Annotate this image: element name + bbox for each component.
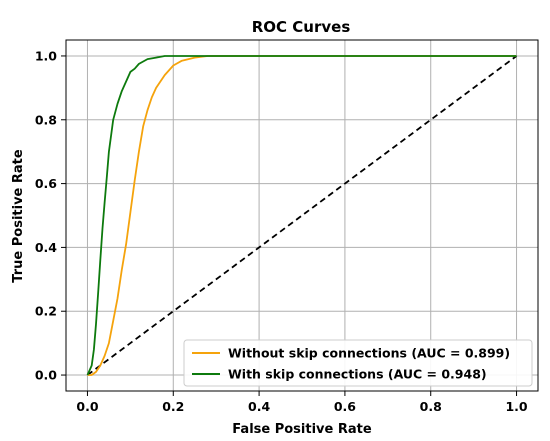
series-line-with-skip	[86, 55, 517, 376]
legend-entry: With skip connections (AUC = 0.948)	[228, 367, 487, 382]
ticks: 0.0 0.2 0.4 0.6 0.8 1.0 0.0 0.2 0.4 0.6 0.8 1.0	[35, 48, 528, 414]
x-tick-label: 0.2	[162, 399, 184, 414]
x-tick-label: 0.6	[334, 399, 356, 414]
random-baseline-line	[86, 55, 518, 376]
y-tick-label: 0.8	[35, 112, 57, 127]
y-tick-label: 0.6	[35, 176, 57, 191]
y-tick-label: 0.2	[35, 304, 57, 319]
x-tick-label: 0.8	[420, 399, 442, 414]
chart-title: ROC Curves	[252, 18, 351, 36]
series-line-without-skip	[87, 55, 517, 376]
legend-box	[183, 339, 533, 387]
series-layer	[86, 55, 518, 376]
y-axis-label: True Positive Rate	[11, 149, 26, 283]
x-tick-label: 0.0	[76, 399, 98, 414]
y-tick-label: 0.0	[35, 368, 57, 383]
y-tick-label: 1.0	[35, 48, 57, 63]
legend: Without skip connections (AUC = 0.899) Wi…	[183, 339, 533, 387]
y-tick-label: 0.4	[35, 240, 57, 255]
x-tick-label: 1.0	[505, 399, 527, 414]
x-tick-label: 0.4	[248, 399, 270, 414]
x-axis-label: False Positive Rate	[232, 422, 372, 437]
plot-frame	[65, 39, 539, 392]
legend-entry: Without skip connections (AUC = 0.899)	[228, 346, 510, 361]
